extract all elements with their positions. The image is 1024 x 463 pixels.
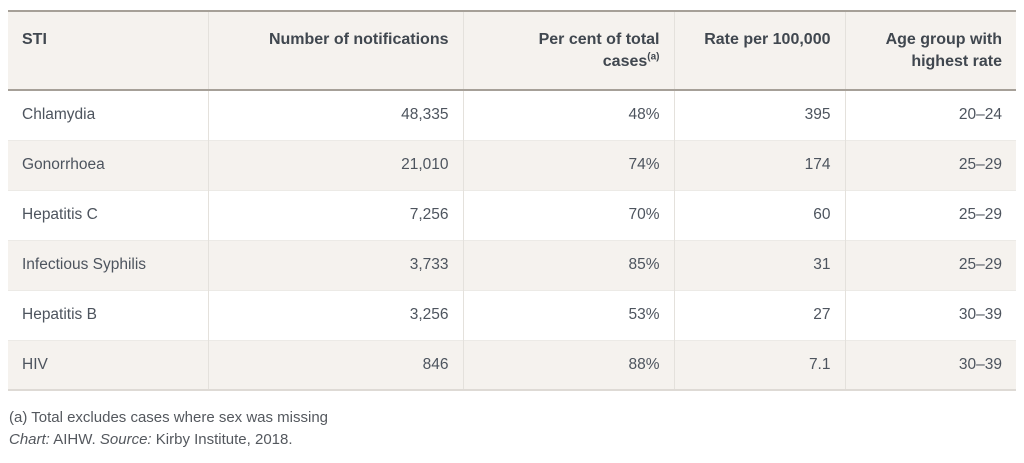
chart-credit-label: Chart: (9, 431, 50, 448)
cell-age-group-highest-rate: 25–29 (844, 139, 1016, 190)
footnote-a: (a) Total excludes cases where sex was m… (9, 409, 329, 426)
cell-percent-total-cases: 74% (462, 139, 674, 190)
cell-age-group-highest-rate: 20–24 (844, 90, 1016, 140)
column-header-sti: STI (8, 11, 208, 91)
cell-age-group-highest-rate: 30–39 (844, 289, 1016, 340)
cell-percent-total-cases: 88% (462, 339, 674, 390)
cell-rate-per-100000: 60 (673, 189, 845, 240)
cell-rate-per-100000: 7.1 (673, 339, 845, 390)
cell-notifications: 846 (207, 339, 463, 390)
footnote-marker: (a) (647, 51, 660, 63)
table-row: Chlamydia 48,335 48% 395 20–24 (8, 90, 1016, 140)
sti-data-table: STI Number of notifications Per cent of to… (8, 10, 1016, 391)
table-row: Infectious Syphilis 3,733 85% 31 25–29 (8, 239, 1016, 290)
cell-percent-total-cases: 70% (462, 189, 674, 240)
cell-age-group-highest-rate: 25–29 (844, 189, 1016, 240)
footnotes: (a) Total excludes cases where sex was m… (8, 407, 1016, 451)
column-header-notifications: Number of notifications (207, 11, 463, 91)
cell-age-group-highest-rate: 25–29 (844, 239, 1016, 290)
cell-percent-total-cases: 48% (462, 90, 674, 140)
cell-notifications: 3,733 (207, 239, 463, 290)
cell-age-group-highest-rate: 30–39 (844, 339, 1016, 390)
cell-rate-per-100000: 27 (673, 289, 845, 340)
cell-sti: Hepatitis C (8, 189, 208, 240)
cell-sti: Hepatitis B (8, 289, 208, 340)
cell-notifications: 21,010 (207, 139, 463, 190)
table-body: Chlamydia 48,335 48% 395 20–24 Gonorrhoea 21,0… (8, 90, 1016, 390)
column-header-age-group-highest-rate: Age group with highest rate (844, 11, 1016, 91)
cell-percent-total-cases: 53% (462, 289, 674, 340)
chart-credit-value: AIHW. (53, 431, 96, 448)
source-credit-value: Kirby Institute, 2018. (155, 431, 293, 448)
table-row: Hepatitis C 7,256 70% 60 25–29 (8, 189, 1016, 240)
cell-notifications: 3,256 (207, 289, 463, 340)
cell-rate-per-100000: 395 (673, 90, 845, 140)
cell-notifications: 48,335 (207, 90, 463, 140)
column-header-percent-total-cases: Per cent of total cases(a) (462, 11, 674, 91)
table-row: HIV 846 88% 7.1 30–39 (8, 339, 1016, 390)
cell-sti: Gonorrhoea (8, 139, 208, 190)
cell-notifications: 7,256 (207, 189, 463, 240)
cell-rate-per-100000: 31 (673, 239, 845, 290)
cell-sti: Infectious Syphilis (8, 239, 208, 290)
column-header-rate-per-100000: Rate per 100,000 (673, 11, 845, 91)
table-header: STI Number of notifications Per cent of to… (8, 11, 1016, 91)
table-row: Hepatitis B 3,256 53% 27 30–39 (8, 289, 1016, 340)
header-row: STI Number of notifications Per cent of to… (8, 11, 1016, 91)
source-credit-label: Source: (99, 431, 152, 448)
cell-sti: HIV (8, 339, 208, 390)
footnote-source: Chart: AIHW. Source: Kirby Institute, 20… (9, 429, 1016, 451)
table-row: Gonorrhoea 21,010 74% 174 25–29 (8, 139, 1016, 190)
cell-percent-total-cases: 85% (462, 239, 674, 290)
cell-sti: Chlamydia (8, 90, 208, 140)
cell-rate-per-100000: 174 (673, 139, 845, 190)
